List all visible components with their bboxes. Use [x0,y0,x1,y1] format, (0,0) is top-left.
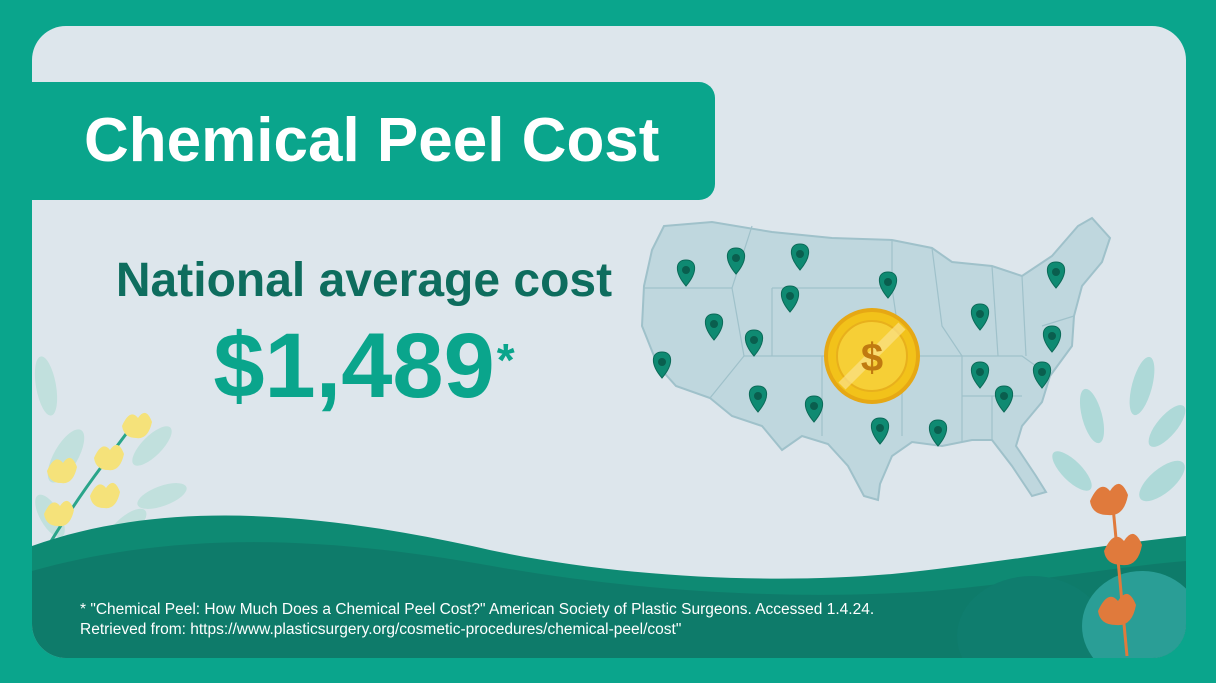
location-pin-icon [1042,325,1062,353]
title-banner: Chemical Peel Cost [32,82,715,200]
footnote-line-2: Retrieved from: https://www.plasticsurge… [80,621,682,638]
location-pin-icon [748,385,768,413]
location-pin-icon [726,247,746,275]
location-pin-icon [780,285,800,313]
location-pin-icon [652,351,672,379]
location-pin-icon [970,361,990,389]
footnote-line-1: * "Chemical Peel: How Much Does a Chemic… [80,601,875,618]
location-pin-icon [970,303,990,331]
dollar-coin-icon: $ [824,308,920,404]
location-pin-icon [1046,261,1066,289]
footnote: * "Chemical Peel: How Much Does a Chemic… [80,600,874,640]
coin-symbol: $ [861,336,883,380]
flower-decoration [40,412,152,557]
location-pin-icon [704,313,724,341]
location-pin-icon [804,395,824,423]
location-pin-icon [676,259,696,287]
subtitle: National average cost [115,254,613,307]
footnote-marker: * [496,334,515,386]
location-pin-icon [790,243,810,271]
content-card: Chemical Peel Cost National average cost… [32,26,1186,658]
location-pin-icon [870,417,890,445]
location-pins [652,243,1066,447]
location-pin-icon [1032,361,1052,389]
leaf-decoration [1052,356,1186,502]
decor-layer [32,356,1186,658]
location-pin-icon [994,385,1014,413]
location-pin-icon [744,329,764,357]
location-pin-icon [878,271,898,299]
price-display: $1,489* [74,316,654,416]
flower-decoration [957,483,1186,658]
price-amount: $1,489 [213,315,495,417]
page-title: Chemical Peel Cost [84,106,660,175]
location-pin-icon [928,419,948,447]
